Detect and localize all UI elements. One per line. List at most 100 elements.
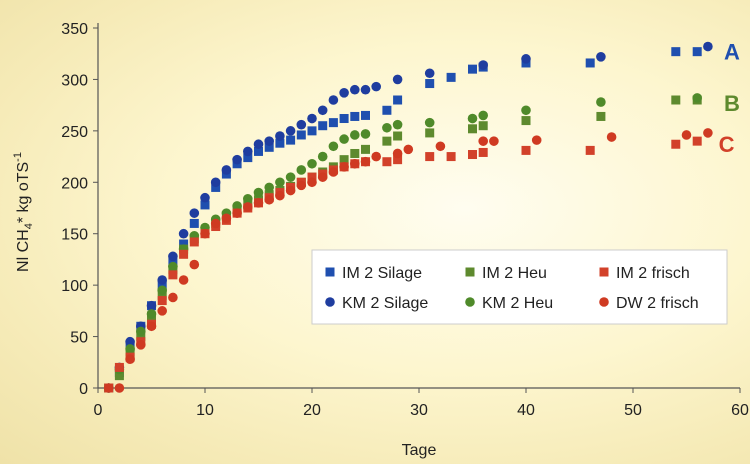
- data-point: [189, 208, 200, 218]
- data-point: [478, 110, 489, 121]
- axes: [93, 23, 741, 393]
- data-point: [189, 237, 199, 247]
- data-point: [382, 122, 392, 133]
- data-point: [232, 201, 242, 211]
- data-point: [318, 121, 328, 131]
- data-point: [157, 296, 167, 306]
- data-point: [425, 128, 435, 138]
- data-point: [467, 113, 478, 124]
- data-point: [285, 172, 296, 182]
- data-point: [285, 185, 296, 196]
- data-point: [168, 292, 178, 303]
- data-point: [692, 136, 702, 146]
- data-point: [285, 126, 296, 136]
- data-point: [178, 228, 189, 239]
- series-dw-2-frisch: [103, 128, 713, 393]
- data-point: [275, 138, 285, 148]
- data-point: [317, 105, 328, 116]
- data-point: [146, 309, 157, 319]
- data-point: [275, 190, 285, 201]
- data-point: [585, 58, 595, 68]
- data-point: [200, 192, 210, 203]
- curve-label: B: [724, 91, 740, 116]
- data-point: [446, 72, 456, 82]
- series-im-2-silage: [104, 47, 702, 393]
- data-point: [692, 93, 702, 103]
- data-point: [307, 172, 317, 182]
- data-point: [424, 117, 435, 128]
- legend-label: DW 2 frisch: [616, 295, 699, 312]
- data-point: [210, 177, 221, 188]
- data-point: [382, 136, 392, 146]
- data-point: [468, 150, 477, 160]
- data-point: [596, 111, 606, 121]
- data-point: [371, 81, 382, 92]
- data-point: [253, 139, 264, 150]
- data-point: [403, 144, 414, 155]
- data-point: [114, 371, 124, 381]
- y-axis-label-rest: * kg oTS: [15, 162, 32, 223]
- data-point: [596, 52, 606, 62]
- data-point: [200, 228, 210, 239]
- legend-entry: IM 2 Silage: [325, 265, 422, 282]
- data-point: [157, 280, 167, 290]
- legend-entry: KM 2 Silage: [325, 295, 428, 312]
- data-point: [307, 126, 317, 136]
- data-point: [703, 128, 713, 138]
- data-point: [361, 144, 370, 154]
- legend-marker: [465, 297, 475, 307]
- data-point: [179, 249, 189, 259]
- data-point: [671, 95, 681, 105]
- x-tick-labels: 0 10 20 30 40 50 60: [94, 402, 749, 419]
- data-point: [478, 136, 489, 146]
- data-point: [221, 165, 232, 175]
- data-point: [478, 121, 488, 131]
- data-point: [425, 79, 435, 89]
- legend-entry: KM 2 Heu: [465, 295, 553, 312]
- data-point: [692, 47, 702, 57]
- data-point: [424, 68, 435, 79]
- x-tick-label: 20: [303, 402, 321, 419]
- data-point: [339, 88, 349, 98]
- data-point: [136, 340, 146, 350]
- x-axis-label: Tage: [402, 442, 437, 459]
- data-point: [157, 306, 167, 316]
- legend-marker: [325, 297, 335, 307]
- data-points: [103, 41, 713, 393]
- data-point: [157, 285, 167, 296]
- data-point: [125, 354, 135, 365]
- data-point: [521, 116, 531, 126]
- data-point: [178, 275, 189, 285]
- data-point: [264, 182, 275, 193]
- data-point: [328, 141, 339, 152]
- y-tick-label: 0: [79, 381, 88, 398]
- legend-items: IM 2 Silage IM 2 Heu IM 2 frisch KM 2 Silag…: [325, 265, 699, 312]
- data-point: [392, 74, 403, 85]
- data-point: [339, 162, 349, 172]
- data-point: [382, 105, 392, 115]
- data-point: [521, 105, 531, 116]
- data-point: [275, 177, 285, 188]
- y-tick-label: 100: [61, 278, 88, 295]
- y-tick-labels: 0 50 100 150 200 250 300 350: [61, 21, 88, 398]
- data-point: [350, 130, 360, 140]
- data-point: [382, 157, 392, 167]
- curve-label: A: [724, 40, 740, 65]
- data-point: [168, 270, 178, 280]
- data-point: [328, 95, 339, 105]
- data-point: [264, 194, 275, 205]
- legend-label: KM 2 Heu: [482, 295, 553, 312]
- x-tick-label: 50: [624, 402, 642, 419]
- data-point: [339, 114, 349, 124]
- legend-entry: IM 2 frisch: [599, 265, 690, 282]
- data-point: [254, 146, 263, 156]
- data-point: [114, 362, 124, 372]
- data-point: [350, 84, 360, 95]
- data-point: [264, 142, 274, 152]
- legend-box: [311, 249, 728, 325]
- y-tick-label: 250: [61, 124, 88, 141]
- legend-marker: [599, 297, 609, 307]
- data-point: [468, 64, 477, 74]
- data-point: [703, 41, 713, 52]
- legend-entry: DW 2 frisch: [599, 295, 699, 312]
